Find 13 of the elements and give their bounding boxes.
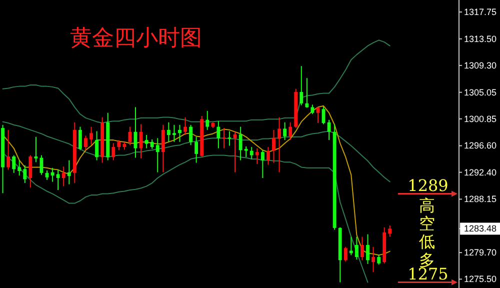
text: 黄金四小时图: [70, 26, 202, 51]
y-tick-label: 1309.30: [464, 60, 497, 70]
y-tick-label: 1300.85: [464, 114, 497, 124]
y-tick-label: 1283.48: [464, 224, 497, 234]
ref-line-label: 1289: [408, 176, 448, 195]
y-tick-label: 1279.70: [464, 248, 497, 258]
y-tick-label: 1275.50: [464, 274, 497, 284]
y-tick-label: 1296.60: [464, 140, 497, 151]
y-tick-label: 1305.05: [464, 87, 497, 98]
y-tick-label: 1313.50: [464, 34, 497, 44]
y-tick-label: 1288.15: [464, 194, 497, 204]
y-tick-label: 1292.40: [464, 167, 497, 178]
y-tick-label: 1317.75: [464, 7, 497, 18]
